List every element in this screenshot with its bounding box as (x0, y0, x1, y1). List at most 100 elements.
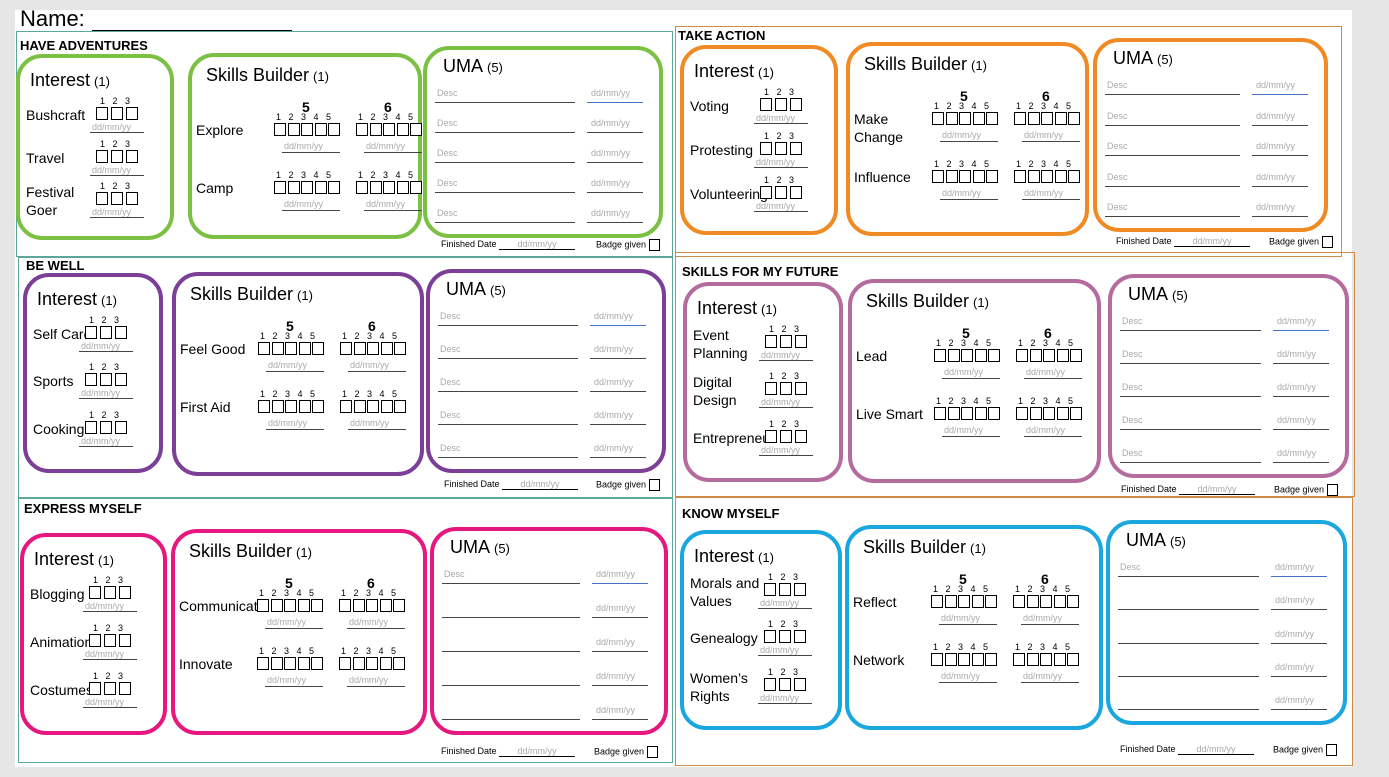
rating-checkbox[interactable] (353, 342, 366, 355)
rating-checkbox[interactable] (1040, 653, 1052, 666)
uma-date-field[interactable]: dd/mm/yy (596, 569, 636, 579)
rating-checkbox[interactable] (328, 181, 340, 194)
uma-desc-field[interactable]: Desc (1107, 171, 1128, 182)
rating-checkbox[interactable] (271, 342, 284, 355)
uma-date-field[interactable]: dd/mm/yy (594, 410, 634, 420)
rating-checkbox[interactable] (779, 677, 791, 691)
date-field[interactable]: dd/mm/yy (756, 157, 796, 167)
uma-date-field[interactable]: dd/mm/yy (591, 88, 631, 98)
uma-date-field[interactable]: dd/mm/yy (1256, 202, 1296, 212)
rating-checkbox[interactable] (314, 181, 327, 194)
rating-checkbox[interactable] (100, 373, 112, 387)
rating-checkbox[interactable] (961, 407, 973, 420)
uma-desc-field[interactable]: Desc (437, 178, 458, 188)
date-field[interactable]: dd/mm/yy (81, 341, 121, 351)
rating-checkbox[interactable] (1026, 595, 1039, 608)
date-field[interactable]: dd/mm/yy (1023, 671, 1063, 681)
date-field[interactable]: dd/mm/yy (267, 617, 307, 627)
rating-checkbox[interactable] (258, 342, 270, 355)
rating-checkbox[interactable] (775, 186, 787, 199)
rating-checkbox[interactable] (410, 181, 422, 194)
date-field[interactable]: dd/mm/yy (756, 113, 796, 123)
rating-checkbox[interactable] (96, 149, 108, 163)
rating-checkbox[interactable] (790, 98, 802, 111)
badge-given-checkbox[interactable] (1322, 236, 1334, 248)
badge-given-checkbox[interactable] (1327, 484, 1339, 496)
date-field[interactable]: dd/mm/yy (760, 645, 800, 656)
rating-checkbox[interactable] (1027, 112, 1040, 125)
rating-checkbox[interactable] (1054, 112, 1067, 125)
rating-checkbox[interactable] (297, 599, 310, 612)
rating-checkbox[interactable] (1053, 595, 1066, 608)
rating-checkbox[interactable] (780, 429, 792, 443)
finished-date-field[interactable]: dd/mm/yy (499, 746, 576, 757)
rating-checkbox[interactable] (1027, 170, 1040, 183)
date-field[interactable]: dd/mm/yy (760, 598, 800, 608)
rating-checkbox[interactable] (126, 107, 138, 120)
rating-checkbox[interactable] (271, 400, 284, 413)
uma-desc-field[interactable]: Desc (1122, 316, 1143, 326)
uma-date-field[interactable]: dd/mm/yy (591, 148, 631, 158)
rating-checkbox[interactable] (340, 400, 352, 413)
rating-checkbox[interactable] (393, 599, 405, 612)
rating-checkbox[interactable] (393, 657, 405, 670)
rating-checkbox[interactable] (959, 112, 971, 125)
rating-checkbox[interactable] (972, 170, 985, 183)
date-field[interactable]: dd/mm/yy (349, 675, 389, 685)
uma-date-field[interactable]: dd/mm/yy (1275, 562, 1315, 572)
rating-checkbox[interactable] (931, 653, 943, 666)
uma-date-field[interactable]: dd/mm/yy (1256, 141, 1296, 151)
rating-checkbox[interactable] (111, 192, 123, 206)
rating-checkbox[interactable] (985, 653, 997, 666)
rating-checkbox[interactable] (1067, 653, 1079, 666)
rating-checkbox[interactable] (958, 595, 970, 608)
rating-checkbox[interactable] (339, 657, 351, 670)
uma-date-field[interactable]: dd/mm/yy (1277, 448, 1317, 458)
uma-desc-field[interactable]: Desc (440, 410, 461, 420)
uma-date-field[interactable]: dd/mm/yy (594, 344, 634, 354)
rating-checkbox[interactable] (944, 595, 957, 608)
rating-checkbox[interactable] (986, 112, 998, 125)
rating-checkbox[interactable] (1056, 349, 1069, 362)
date-field[interactable]: dd/mm/yy (350, 360, 390, 370)
uma-date-field[interactable]: dd/mm/yy (594, 443, 634, 453)
date-field[interactable]: dd/mm/yy (760, 692, 800, 703)
rating-checkbox[interactable] (328, 123, 340, 136)
date-field[interactable]: dd/mm/yy (761, 444, 801, 455)
rating-checkbox[interactable] (795, 382, 807, 396)
rating-checkbox[interactable] (396, 123, 409, 136)
rating-checkbox[interactable] (775, 142, 787, 155)
date-field[interactable]: dd/mm/yy (349, 617, 389, 627)
rating-checkbox[interactable] (764, 583, 776, 596)
uma-date-field[interactable]: dd/mm/yy (596, 671, 636, 681)
rating-checkbox[interactable] (379, 599, 392, 612)
rating-checkbox[interactable] (934, 407, 946, 420)
rating-checkbox[interactable] (944, 653, 957, 666)
rating-checkbox[interactable] (339, 599, 351, 612)
date-field[interactable]: dd/mm/yy (1026, 425, 1066, 435)
rating-checkbox[interactable] (284, 657, 296, 670)
rating-checkbox[interactable] (100, 326, 112, 339)
rating-checkbox[interactable] (312, 342, 324, 355)
rating-checkbox[interactable] (1070, 407, 1082, 420)
rating-checkbox[interactable] (775, 98, 787, 111)
uma-date-field[interactable]: dd/mm/yy (1256, 171, 1296, 182)
rating-checkbox[interactable] (111, 107, 123, 120)
uma-date-field[interactable]: dd/mm/yy (1275, 595, 1315, 606)
date-field[interactable]: dd/mm/yy (284, 141, 324, 151)
rating-checkbox[interactable] (790, 186, 802, 199)
rating-checkbox[interactable] (1029, 407, 1042, 420)
rating-checkbox[interactable] (301, 181, 313, 194)
rating-checkbox[interactable] (85, 373, 97, 387)
finished-date-field[interactable]: dd/mm/yy (499, 239, 576, 250)
rating-checkbox[interactable] (972, 112, 985, 125)
date-field[interactable]: dd/mm/yy (1023, 613, 1063, 623)
rating-checkbox[interactable] (379, 657, 392, 670)
uma-date-field[interactable]: dd/mm/yy (1275, 628, 1315, 639)
rating-checkbox[interactable] (765, 382, 777, 396)
rating-checkbox[interactable] (958, 653, 970, 666)
date-field[interactable]: dd/mm/yy (267, 675, 307, 685)
rating-checkbox[interactable] (1053, 653, 1066, 666)
rating-checkbox[interactable] (394, 400, 406, 413)
rating-checkbox[interactable] (287, 181, 300, 194)
